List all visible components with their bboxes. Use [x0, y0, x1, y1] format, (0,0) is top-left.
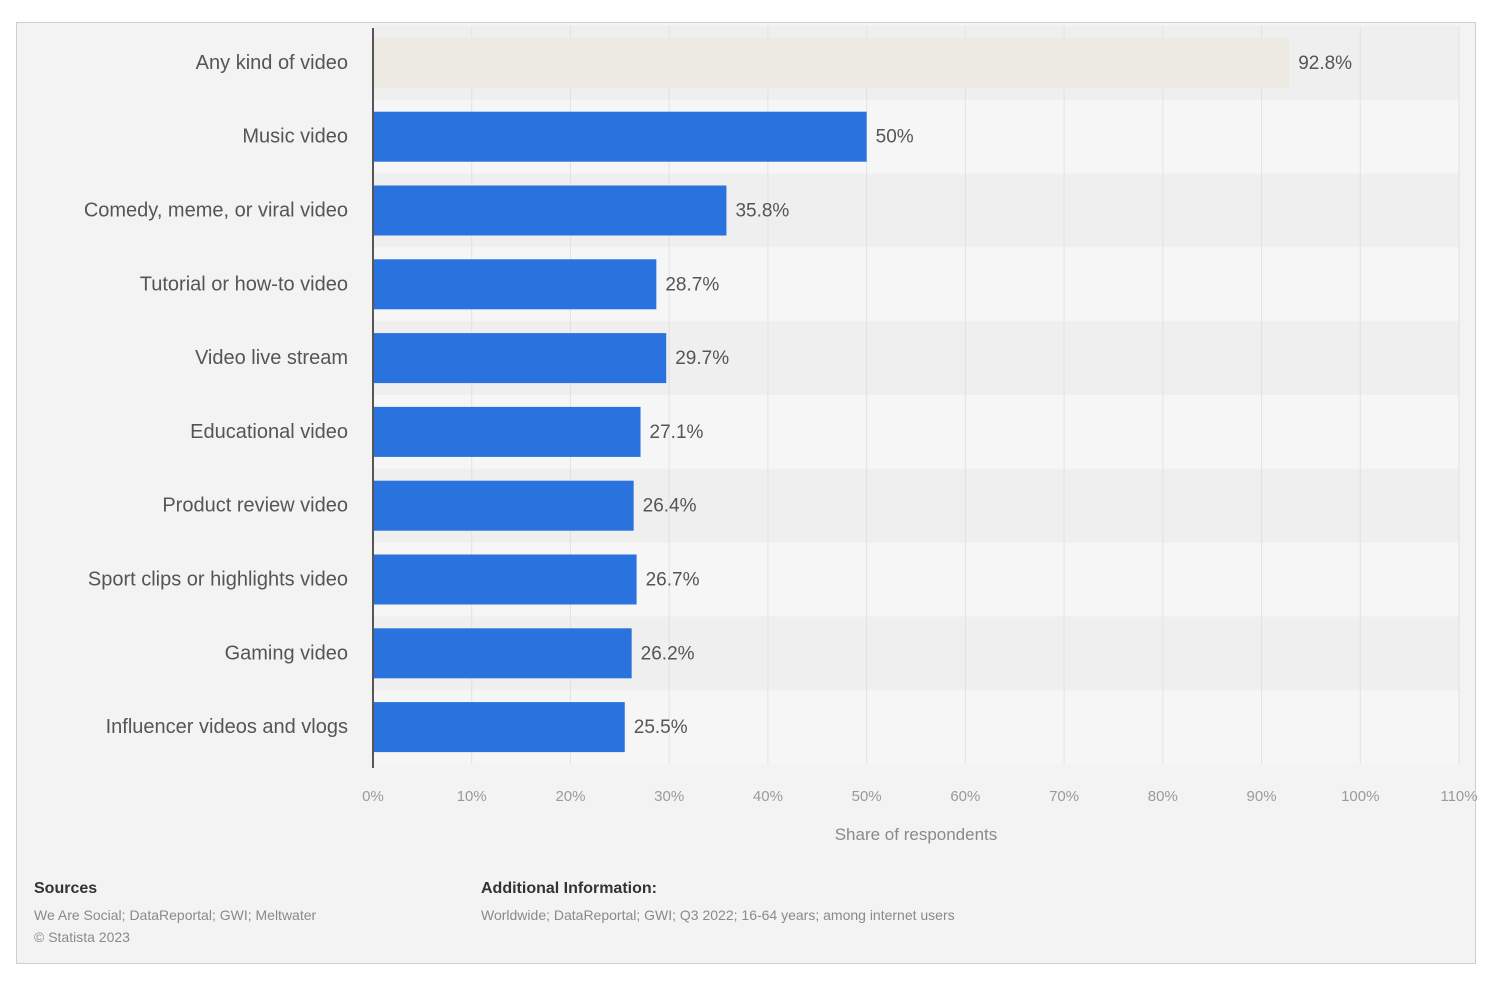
bar[interactable] — [374, 259, 657, 310]
value-label: 26.4% — [643, 496, 697, 517]
x-tick-label: 10% — [457, 788, 487, 805]
x-tick-label: 40% — [753, 788, 783, 805]
additional-info-block: Additional Information: Worldwide; DataR… — [481, 880, 955, 926]
bar[interactable] — [374, 406, 641, 457]
category-label: Any kind of video — [196, 52, 348, 74]
category-label: Product review video — [162, 495, 348, 517]
sources-text[interactable]: We Are Social; DataReportal; GWI; Meltwa… — [34, 907, 317, 923]
x-tick-label: 60% — [950, 788, 980, 805]
category-label: Music video — [242, 126, 348, 148]
category-label: Comedy, meme, or viral video — [84, 200, 348, 222]
value-label: 35.8% — [735, 201, 789, 222]
category-labels: Any kind of video Music video Comedy, meme… — [84, 52, 348, 738]
sources-heading: Sources — [34, 880, 98, 897]
x-tick-label: 90% — [1247, 788, 1277, 805]
bar[interactable] — [374, 554, 637, 605]
category-label: Video live stream — [195, 347, 348, 369]
value-label: 28.7% — [665, 274, 719, 295]
value-label: 25.5% — [634, 717, 688, 738]
x-tick-label: 50% — [852, 788, 882, 805]
x-axis-title: Share of respondents — [835, 825, 998, 844]
bar[interactable] — [374, 111, 867, 162]
bars — [374, 37, 1290, 753]
value-label: 50% — [876, 127, 914, 148]
x-tick-label: 110% — [1440, 788, 1477, 805]
category-label: Sport clips or highlights video — [88, 569, 348, 591]
value-labels: 92.8% 50% 35.8% 28.7% 29.7% 27.1% 26.4% 26.7% 26… — [634, 53, 1352, 738]
x-tick-label: 0% — [362, 788, 384, 805]
category-label: Tutorial or how-to video — [140, 273, 348, 295]
copyright-text: © Statista 2023 — [34, 929, 130, 945]
x-tick-label: 80% — [1148, 788, 1178, 805]
category-label: Influencer videos and vlogs — [106, 716, 348, 738]
value-label: 92.8% — [1298, 53, 1352, 74]
value-label: 26.7% — [646, 570, 700, 591]
x-tick-label: 100% — [1341, 788, 1379, 805]
bar[interactable] — [374, 185, 727, 236]
category-label: Gaming video — [225, 642, 348, 664]
bar[interactable] — [374, 480, 634, 531]
additional-info-text: Worldwide; DataReportal; GWI; Q3 2022; 1… — [481, 907, 955, 923]
category-label: Educational video — [190, 421, 348, 443]
sources-block: Sources We Are Social; DataReportal; GWI… — [34, 880, 316, 948]
x-tick-label: 30% — [654, 788, 684, 805]
x-tick-label: 20% — [555, 788, 585, 805]
value-label: 26.2% — [641, 643, 695, 664]
x-tick-labels: 0% 10% 20% 30% 40% 50% 60% 70% 80% 90% 100% 110% — [362, 788, 1477, 805]
bar[interactable] — [374, 37, 1290, 88]
bar[interactable] — [374, 333, 667, 384]
additional-info-heading: Additional Information: — [481, 880, 657, 897]
x-tick-label: 70% — [1049, 788, 1079, 805]
value-label: 27.1% — [650, 422, 704, 443]
bar[interactable] — [374, 702, 625, 753]
value-label: 29.7% — [675, 348, 729, 369]
bar[interactable] — [374, 628, 632, 679]
